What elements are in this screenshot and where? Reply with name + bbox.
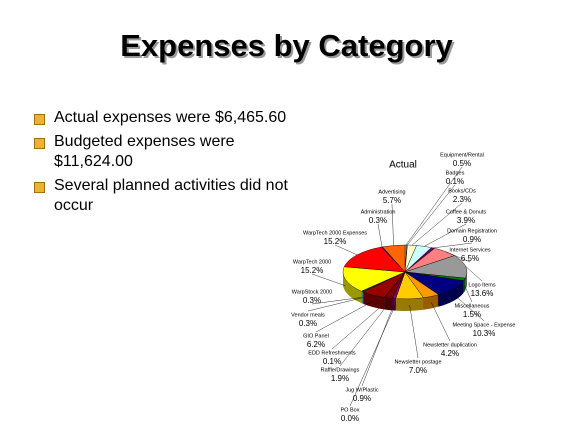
slice-label: Jug W/Plastic [345,387,379,393]
slice-value: 15.2% [324,237,347,246]
leader-line [311,297,362,305]
leader-line [431,302,451,342]
leader-line [411,202,463,246]
slice-value: 10.3% [473,329,496,338]
slice-label: Coffee & Donuts [446,209,487,215]
slice-label: WarpTech 2000 Expenses [303,230,367,236]
slice-label: Vendor meals [291,312,325,318]
slice-value: 0.1% [323,357,341,366]
slice-label: WarpTech 2000 [293,259,331,265]
slice-label: Books/CDs [448,188,476,194]
slice-label: GIO Panel [303,333,329,339]
leader-line [391,203,394,246]
leader-line [433,242,473,249]
pie-slice [342,266,406,292]
slice-label: Logo Items [468,282,495,288]
slice-label: Badges [446,170,465,176]
pie-slice [343,246,406,273]
slice-label: Miscellaneous [455,303,490,309]
slide-title: Expenses by Category [120,28,453,63]
leader-line [349,304,396,407]
leader-line [424,223,467,247]
slice-value: 6.2% [307,340,325,349]
leader-line [361,304,394,387]
leader-line [331,303,385,350]
leader-line [453,294,485,322]
leader-line [377,223,383,247]
slice-value: 1.9% [331,374,349,383]
slice-label: Newsletter postage [394,359,441,365]
slice-label: Raffle/Drawings [321,367,360,373]
slice-value: 2.3% [453,195,471,204]
leader-line [311,273,346,287]
leader-line [339,303,389,367]
slice-value: 7.0% [409,366,427,375]
slice-value: 6.5% [461,254,479,263]
slice-label: Administration [361,209,396,215]
slice-value: 13.6% [471,289,494,298]
slice-value: 0.9% [353,394,371,403]
slice-label: Newsletter duplication [423,342,477,348]
chart-title: Actual [389,160,417,171]
leader-line [407,184,456,246]
slice-value: 3.9% [457,216,475,225]
bullet: Several planned activities did not occur [32,176,292,216]
slice-label: PO Box [341,407,360,413]
slice-value: 0.5% [453,159,471,168]
slice-label: Meeting Space - Expense [453,322,516,328]
leader-line [465,266,483,282]
pie-slice [404,255,468,279]
slice-value: 15.2% [301,266,324,275]
slice-label: Domain Registration [447,228,497,234]
slice-value: 4.2% [441,349,459,358]
slice-value: 0.1% [446,177,464,186]
leader-line [307,297,363,312]
leader-line [334,244,358,256]
slice-value: 0.0% [341,414,359,423]
slice-label: Advertising [378,189,405,195]
slice-label: Equipment/Rental [440,152,484,158]
slice-value: 0.3% [299,319,317,328]
slice-value: 5.7% [383,196,401,205]
bullet: Budgeted expenses were $11,624.00 [32,132,292,172]
slice-value: 1.5% [463,310,481,319]
slice-value: 0.9% [463,235,481,244]
leader-line [409,304,419,359]
leader-line [464,285,473,303]
slice-value: 0.3% [303,296,321,305]
bullet-list: Actual expenses were $6,465.60 Budgeted … [32,108,292,220]
slice-label: EDD Refreshments [308,350,356,356]
leader-line [445,251,471,263]
slice-value: 0.3% [369,216,387,225]
leader-line [315,300,374,333]
slice-label: Internet Services [449,247,491,253]
bullet: Actual expenses were $6,465.60 [32,108,292,128]
leader-line [405,166,463,246]
slice-label: WarpStock 2000 [292,289,332,295]
